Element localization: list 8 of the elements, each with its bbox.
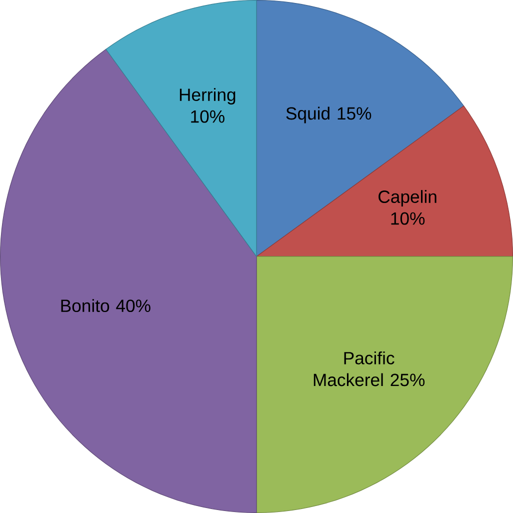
slice-label: Herring xyxy=(180,88,236,104)
data-label: 40% xyxy=(116,300,150,312)
data-label: 15% xyxy=(338,107,372,120)
slice-label: Bonito xyxy=(61,299,110,312)
data-label: 10% xyxy=(391,212,425,225)
slice-label: Capelin xyxy=(378,190,436,206)
data-label: 10% xyxy=(191,110,224,123)
slice-label: Squid xyxy=(286,106,330,124)
